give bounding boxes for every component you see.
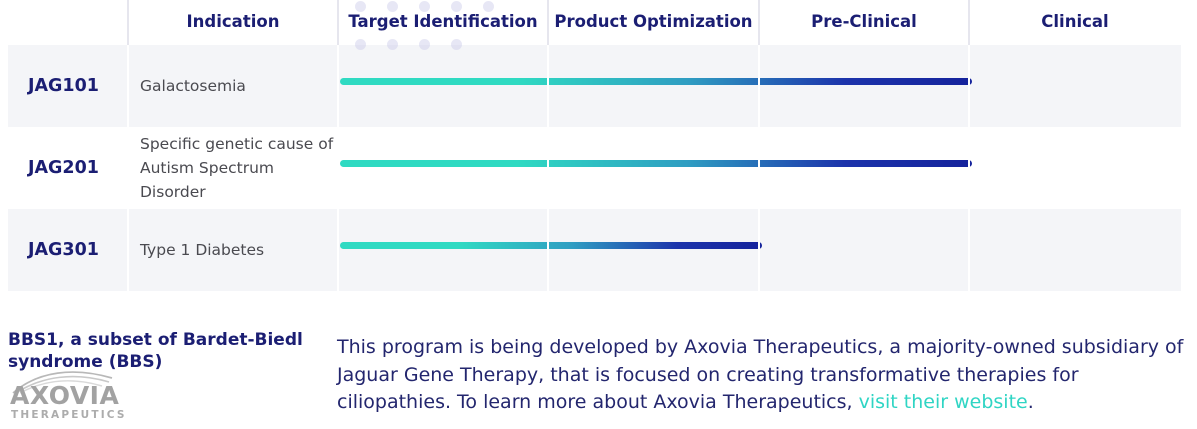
decorative-dot <box>419 1 430 12</box>
about-text: This program is being developed by Axovi… <box>337 334 1185 417</box>
decorative-dot <box>419 39 430 50</box>
column-header-indication: Indication <box>186 12 280 31</box>
indication-text: Galactosemia <box>140 77 246 95</box>
column-header-target-identification: Target Identification <box>348 12 538 31</box>
footnote-heading: BBS1, a subset of Bardet-Biedl syndrome … <box>8 330 303 372</box>
pipeline-row-jag101: JAG101 Galactosemia <box>8 45 1181 127</box>
progress-bar <box>340 242 762 249</box>
website-link[interactable]: visit their website <box>858 391 1028 413</box>
pipeline-row-jag201: JAG201 Specific genetic cause of Autism … <box>8 127 1181 209</box>
stage-track <box>338 127 1181 209</box>
column-divider <box>758 0 760 291</box>
progress-bar <box>340 160 973 167</box>
decorative-dot <box>451 1 462 12</box>
column-header-clinical: Clinical <box>1041 12 1109 31</box>
indication-text: Type 1 Diabetes <box>140 241 265 259</box>
logo-arcs-icon <box>12 371 113 394</box>
indication-text: Specific genetic cause of Autism Spectru… <box>140 135 334 201</box>
logo-wordmark: AXOVIA <box>10 381 120 410</box>
program-name: JAG301 <box>28 240 99 260</box>
column-divider <box>968 0 970 291</box>
program-name: JAG201 <box>28 158 99 178</box>
column-header-pre-clinical: Pre-Clinical <box>811 12 917 31</box>
decorative-dot <box>355 39 366 50</box>
logo-subtext: THERAPEUTICS <box>11 409 127 421</box>
column-divider <box>547 0 549 291</box>
decorative-dot <box>387 1 398 12</box>
column-divider <box>127 0 129 291</box>
program-name: JAG101 <box>28 76 99 96</box>
progress-bar <box>340 78 973 85</box>
column-header-product-optimization: Product Optimization <box>554 12 753 31</box>
about-text-after-link: . <box>1027 391 1034 413</box>
decorative-dot <box>483 1 494 12</box>
decorative-dot <box>451 39 462 50</box>
column-divider <box>337 0 339 291</box>
decorative-dot <box>355 1 366 12</box>
about-text-before-link: This program is being developed by Axovi… <box>337 336 1184 413</box>
decorative-dot <box>387 39 398 50</box>
stage-track <box>338 45 1181 127</box>
stage-track <box>338 209 1181 291</box>
pipeline-row-jag301: JAG301 Type 1 Diabetes <box>8 209 1181 291</box>
axovia-logo: AXOVIA THERAPEUTICS <box>8 368 128 424</box>
